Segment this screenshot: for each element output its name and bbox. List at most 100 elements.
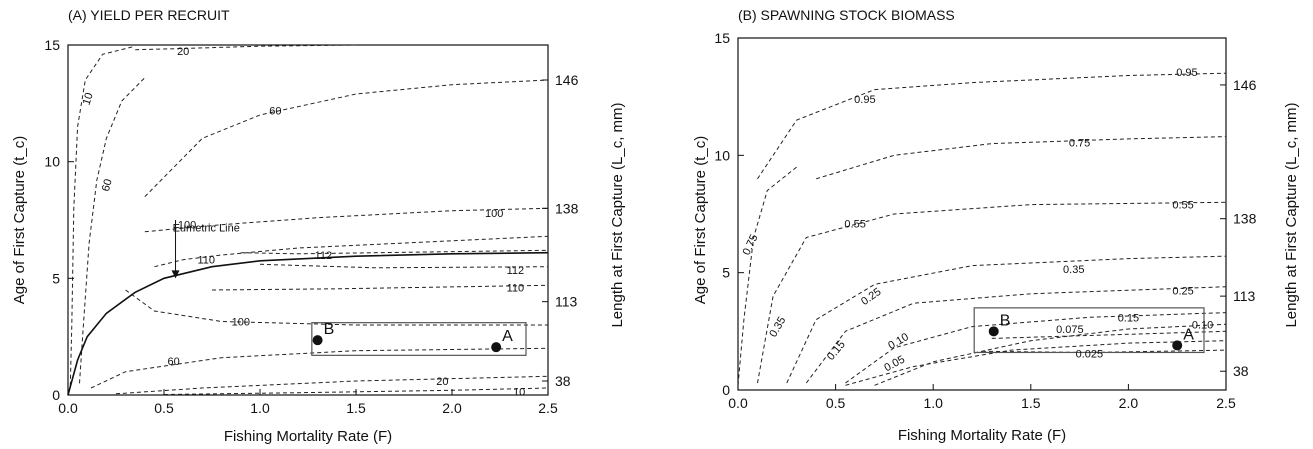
contour-label-5: 0.55 bbox=[1172, 200, 1193, 212]
contour-label-12: 20 bbox=[436, 376, 448, 388]
x-tick-label-0: 0.0 bbox=[58, 400, 78, 416]
panel-b-points: BA bbox=[988, 312, 1194, 351]
right-tick-label-2: 113 bbox=[555, 294, 578, 310]
contour-label-1: 20 bbox=[177, 46, 189, 58]
contour-line-6 bbox=[786, 255, 1227, 384]
x-tick-label-3: 1.5 bbox=[1021, 395, 1041, 411]
panel-a-contour-labels: 10 20 60 60 100 100 110 112 112 110 100 60 20 10 bbox=[81, 46, 526, 399]
right-tick-label-1: 138 bbox=[555, 200, 579, 216]
contour-label-6: 0.35 bbox=[1063, 264, 1084, 276]
contour-label-13: 10 bbox=[513, 387, 525, 399]
y-tick-label-1: 5 bbox=[722, 265, 730, 281]
contour-label-0: 10 bbox=[81, 91, 96, 106]
x-tick-label-0: 0.0 bbox=[728, 395, 748, 411]
contour-line-11 bbox=[90, 347, 549, 389]
x-tick-label-5: 2.5 bbox=[1216, 395, 1236, 411]
x-tick-label-1: 0.5 bbox=[154, 400, 174, 416]
y-tick-label-0: 0 bbox=[722, 382, 730, 398]
panel-b-contour-lines bbox=[737, 72, 1227, 386]
contour-label-11: 60 bbox=[167, 356, 179, 368]
y-tick-label-0: 0 bbox=[52, 387, 60, 403]
right-tick-label-2: 113 bbox=[1233, 288, 1256, 304]
x-tick-label-1: 0.5 bbox=[826, 395, 846, 411]
contour-line-10 bbox=[845, 312, 1227, 384]
contour-label-6: 110 bbox=[197, 255, 215, 267]
contour-label-1: 0.95 bbox=[1176, 67, 1197, 79]
contour-line-10 bbox=[125, 289, 548, 326]
contour-label-8: 112 bbox=[507, 265, 525, 277]
point-b-label: B bbox=[1000, 312, 1011, 329]
contour-line-13 bbox=[163, 387, 549, 395]
panel-a-x-ticks: 0.0 0.5 1.0 1.5 2.0 2.5 bbox=[58, 389, 558, 416]
contour-label-2: 0.75 bbox=[1069, 137, 1090, 149]
right-tick-label-3: 38 bbox=[555, 373, 571, 389]
y-tick-label-1: 5 bbox=[52, 270, 60, 286]
contour-label-9: 110 bbox=[507, 283, 525, 295]
contour-line-0 bbox=[69, 45, 136, 386]
eumetric-label: Eumetric Line bbox=[173, 223, 240, 235]
contour-line-15 bbox=[845, 340, 1227, 386]
panel-b-box-group bbox=[973, 307, 1205, 354]
contour-label-0: 0.95 bbox=[854, 94, 875, 106]
panel-b-x-axis-label: Fishing Mortality Rate (F) bbox=[898, 427, 1066, 444]
contour-label-5: 100 bbox=[485, 208, 503, 220]
panel-b-y-ticks: 0 5 10 15 bbox=[714, 30, 744, 398]
contour-line-8 bbox=[805, 286, 1227, 384]
panel-b-title: (B) SPAWNING STOCK BIOMASS bbox=[738, 7, 955, 23]
panel-a-y-axis-label: Age of First Capture (t_c) bbox=[11, 136, 28, 304]
panel-a-eumetric-group: Eumetric Line bbox=[67, 220, 549, 396]
point-a-label: A bbox=[1183, 326, 1194, 343]
panel-b-right-ticks: 146 138 113 38 bbox=[1220, 77, 1257, 379]
contour-line-12 bbox=[115, 375, 549, 395]
x-tick-label-5: 2.5 bbox=[538, 400, 558, 416]
contour-label-10: 0.15 bbox=[1118, 312, 1139, 324]
point-b-marker bbox=[312, 335, 323, 346]
contour-line-3 bbox=[79, 77, 146, 384]
panel-spawning-stock-biomass: (B) SPAWNING STOCK BIOMASS BA 0.0 0.5 1.0 1… bbox=[692, 7, 1300, 444]
panel-a-right-ticks: 146 138 113 38 bbox=[542, 72, 579, 389]
highlight-box bbox=[311, 322, 527, 356]
contour-line-2 bbox=[144, 79, 549, 198]
x-tick-label-4: 2.0 bbox=[442, 400, 462, 416]
contour-label-11: 0.15 bbox=[825, 339, 848, 363]
contour-line-7 bbox=[240, 249, 549, 255]
x-tick-label-2: 1.0 bbox=[250, 400, 270, 416]
eumetric-arrow-head bbox=[171, 270, 180, 279]
right-tick-label-0: 146 bbox=[555, 72, 579, 88]
y-tick-label-3: 15 bbox=[714, 30, 730, 46]
point-a-marker bbox=[491, 342, 502, 353]
contour-line-9 bbox=[211, 284, 549, 291]
contour-label-7: 112 bbox=[315, 250, 333, 262]
panel-a-plot-frame bbox=[67, 44, 549, 396]
x-tick-label-4: 2.0 bbox=[1119, 395, 1139, 411]
contour-label-3: 0.75 bbox=[741, 233, 761, 257]
panel-a-contour-lines bbox=[69, 44, 549, 395]
point-a-marker bbox=[1172, 340, 1183, 351]
contour-label-13: 0.10 bbox=[886, 331, 911, 352]
contour-label-4: 100 bbox=[178, 220, 196, 232]
y-tick-label-2: 10 bbox=[44, 154, 60, 170]
contour-label-12: 0.10 bbox=[1192, 319, 1213, 331]
contour-label-9: 0.25 bbox=[859, 286, 883, 308]
panel-a-right-axis-label: Length at First Capture (L_c, mm) bbox=[609, 102, 626, 327]
contour-label-14: 0.075 bbox=[1056, 324, 1084, 336]
contour-line-4 bbox=[757, 201, 1227, 384]
contour-label-16: 0.025 bbox=[1076, 349, 1104, 361]
contour-line-1 bbox=[135, 44, 357, 51]
contour-line-0 bbox=[757, 72, 1227, 180]
x-tick-label-3: 1.5 bbox=[346, 400, 366, 416]
highlight-box bbox=[973, 307, 1205, 354]
panel-b-right-axis-label: Length at First Capture (L_c, mm) bbox=[1283, 102, 1300, 327]
contour-label-15: 0.05 bbox=[882, 354, 907, 375]
y-tick-label-2: 10 bbox=[714, 147, 730, 163]
contour-line-4 bbox=[144, 207, 549, 233]
contour-line-3 bbox=[737, 166, 797, 386]
contour-label-2: 60 bbox=[269, 105, 281, 117]
right-tick-label-0: 146 bbox=[1233, 77, 1257, 93]
contour-label-7: 0.35 bbox=[767, 315, 788, 340]
panel-a-y-ticks: 0 5 10 15 bbox=[44, 37, 74, 403]
panel-a-box-group bbox=[311, 322, 527, 356]
